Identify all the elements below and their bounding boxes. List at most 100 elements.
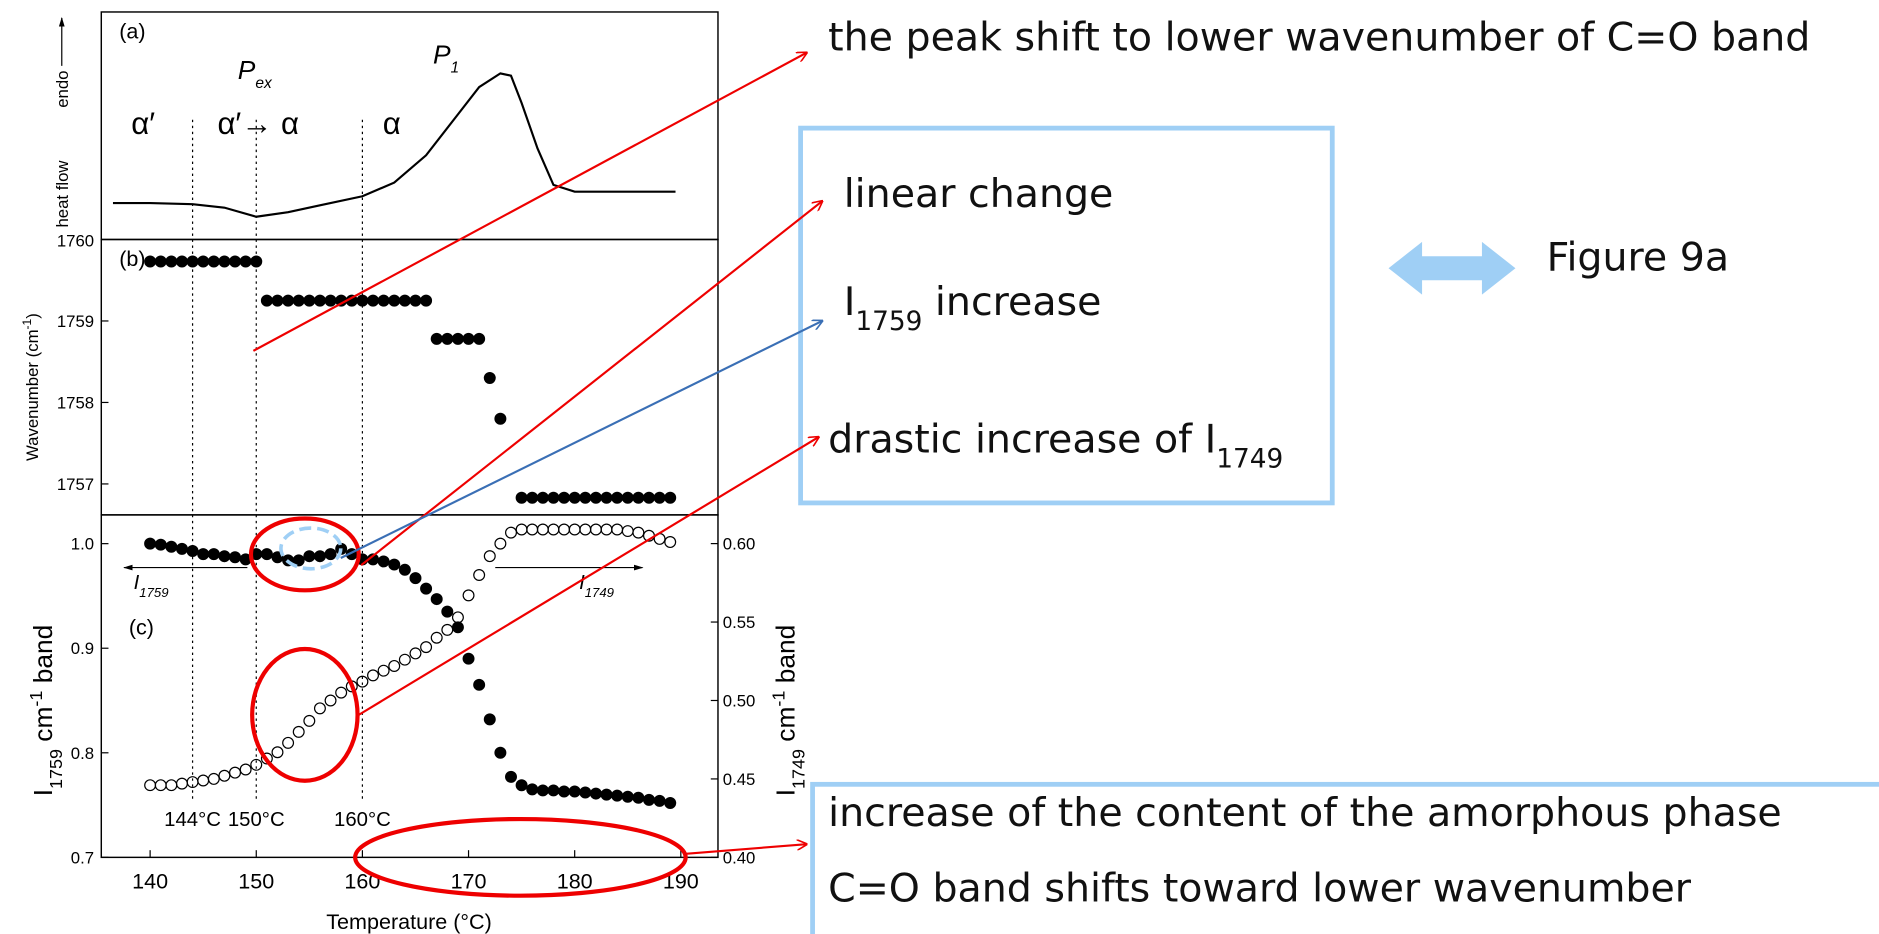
phase-label: α′ [131,106,155,141]
point [664,491,677,504]
text-part: I [28,789,58,796]
point [430,631,443,644]
point [600,523,613,536]
text-part: 1749 [585,585,615,600]
arrow [358,437,819,716]
point [144,779,157,792]
point [154,779,167,792]
text-part: ) [23,313,42,319]
highlight [279,526,343,571]
point [483,372,496,384]
point [377,294,390,307]
text-part: cm [771,707,801,749]
point [313,702,326,715]
point [388,558,401,571]
point [568,785,581,798]
point [441,623,454,636]
point [282,736,295,749]
text-part: ex [255,75,273,92]
point [271,746,284,759]
point [611,491,624,504]
point [536,491,549,504]
point [229,255,242,268]
text-part: 1749 [1216,445,1283,475]
arrow [685,844,807,855]
point [621,790,634,803]
point [664,536,677,549]
point [430,332,443,345]
point [632,526,645,539]
point [292,294,305,307]
text-part: 1 [451,59,460,76]
x-tick-label: 140 [132,868,168,893]
point [165,540,178,553]
note: Figure 9a [1547,235,1730,281]
point [642,793,655,806]
point [175,777,188,790]
phase-boundary-label: 144°C [164,809,221,831]
point [536,523,549,536]
point [473,678,486,691]
point [250,255,263,268]
text-part: -1 [20,318,34,329]
point [547,784,560,797]
phase-boundary-label: 160°C [334,809,391,831]
point [409,572,422,585]
point [483,550,496,563]
point [165,255,178,268]
y-tick-label: 1759 [57,312,94,331]
plot-frame [100,238,719,516]
point [473,332,486,345]
point [526,523,539,536]
point [324,694,337,707]
point [313,550,326,563]
panel-label: (c) [129,615,154,640]
point [600,788,613,801]
point [260,548,273,561]
point [388,659,401,672]
panel-label: (b) [119,246,145,271]
point [451,621,464,634]
text-part: I [579,572,585,594]
point [611,789,624,802]
y2-tick-label: 0.50 [723,691,756,710]
note-box [810,781,1879,934]
point [271,294,284,307]
text-part: 1759 [855,307,922,337]
x-tick-label: 180 [557,868,593,893]
point [451,611,464,624]
y-tick-label: 1757 [57,475,94,494]
note-box [798,125,1335,506]
x-tick-label: 170 [451,868,487,893]
point [568,523,581,536]
point [197,548,210,561]
point [558,785,571,798]
point [430,593,443,606]
point [420,294,433,307]
y2-tick-label: 0.60 [723,535,756,554]
highlight [250,646,360,783]
point [271,551,284,564]
text-part: 1749 [789,749,809,789]
point [377,555,390,568]
point [292,725,305,738]
line [112,72,676,218]
arrow [360,201,822,567]
point [505,526,517,539]
note: drastic increase of I1749 [828,417,1283,475]
point [292,554,305,567]
note: C=O band shifts toward lower wavenumber [828,866,1692,912]
chart: (a) (b) 1757 1758 1759 (c) 0.7 0.8 0.9 1.0 0.40 0.4… [20,11,809,934]
point [324,548,337,561]
point [632,491,645,504]
point [462,652,475,665]
plot-frame [100,514,719,859]
point [653,491,666,504]
point [579,491,592,504]
phase-boundary-label: 150°C [228,809,285,831]
point [494,537,507,550]
x-label: Temperature (°C) [326,909,491,934]
double-arrow [1388,241,1516,295]
point [451,332,464,345]
